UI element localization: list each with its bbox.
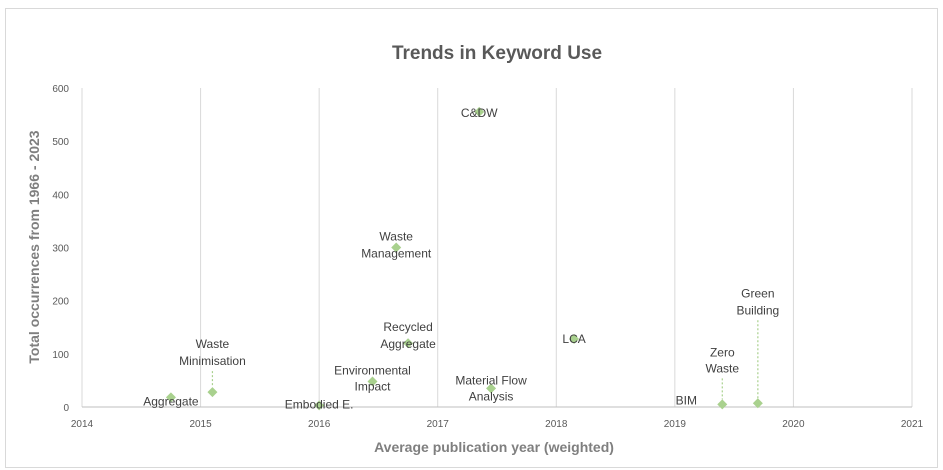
y-axis-title: Total occurrences from 1966 - 2023 [26,130,42,363]
chart-title: Trends in Keyword Use [392,43,602,64]
data-point-marker [314,400,325,411]
y-tick-label: 600 [52,84,69,95]
data-point-label: Material Flow Analysis [455,373,527,403]
data-point-label: Waste Minimisation [179,337,246,368]
data-point-marker [165,392,176,403]
data-point-marker [474,106,485,117]
data-point-marker [717,399,728,410]
y-tick-label: 300 [52,244,69,255]
data-point-label: C&DW [461,106,498,120]
data-point-label: Zero Waste [706,345,740,375]
y-tick-label: 500 [52,137,69,148]
x-tick-label: 2019 [664,419,687,430]
y-tick-label: 200 [52,297,69,308]
y-tick-label: 100 [52,350,69,361]
y-tick-label: 0 [63,403,69,414]
x-tick-label: 2020 [782,419,805,430]
data-point-marker [391,242,402,253]
data-point-label: Waste Management [361,230,432,261]
data-point-marker [486,383,497,394]
data-point-marker [569,333,580,344]
data-point-label: LCA [562,332,585,346]
x-axis-title: Average publication year (weighted) [374,439,614,455]
data-point-marker [403,338,414,349]
chart-frame [5,8,938,468]
x-tick-label: 2015 [189,419,212,430]
x-tick-label: 2017 [427,419,450,430]
data-point-label: Green Building [737,286,780,317]
data-point-label: Aggregate [143,394,199,408]
y-tick-label: 400 [52,190,69,201]
data-point-label: Embodied E. [285,397,354,411]
x-tick-label: 2016 [308,419,331,430]
data-point-label: Recycled Aggregate [380,320,436,351]
x-tick-label: 2021 [901,419,924,430]
data-point-marker [752,398,763,409]
x-tick-label: 2014 [71,419,94,430]
x-tick-label: 2018 [545,419,568,430]
data-point-label: Environmental Impact [334,363,411,393]
data-point-marker [207,387,218,398]
data-point-label: BIM [676,393,697,407]
data-point-marker [367,376,378,387]
